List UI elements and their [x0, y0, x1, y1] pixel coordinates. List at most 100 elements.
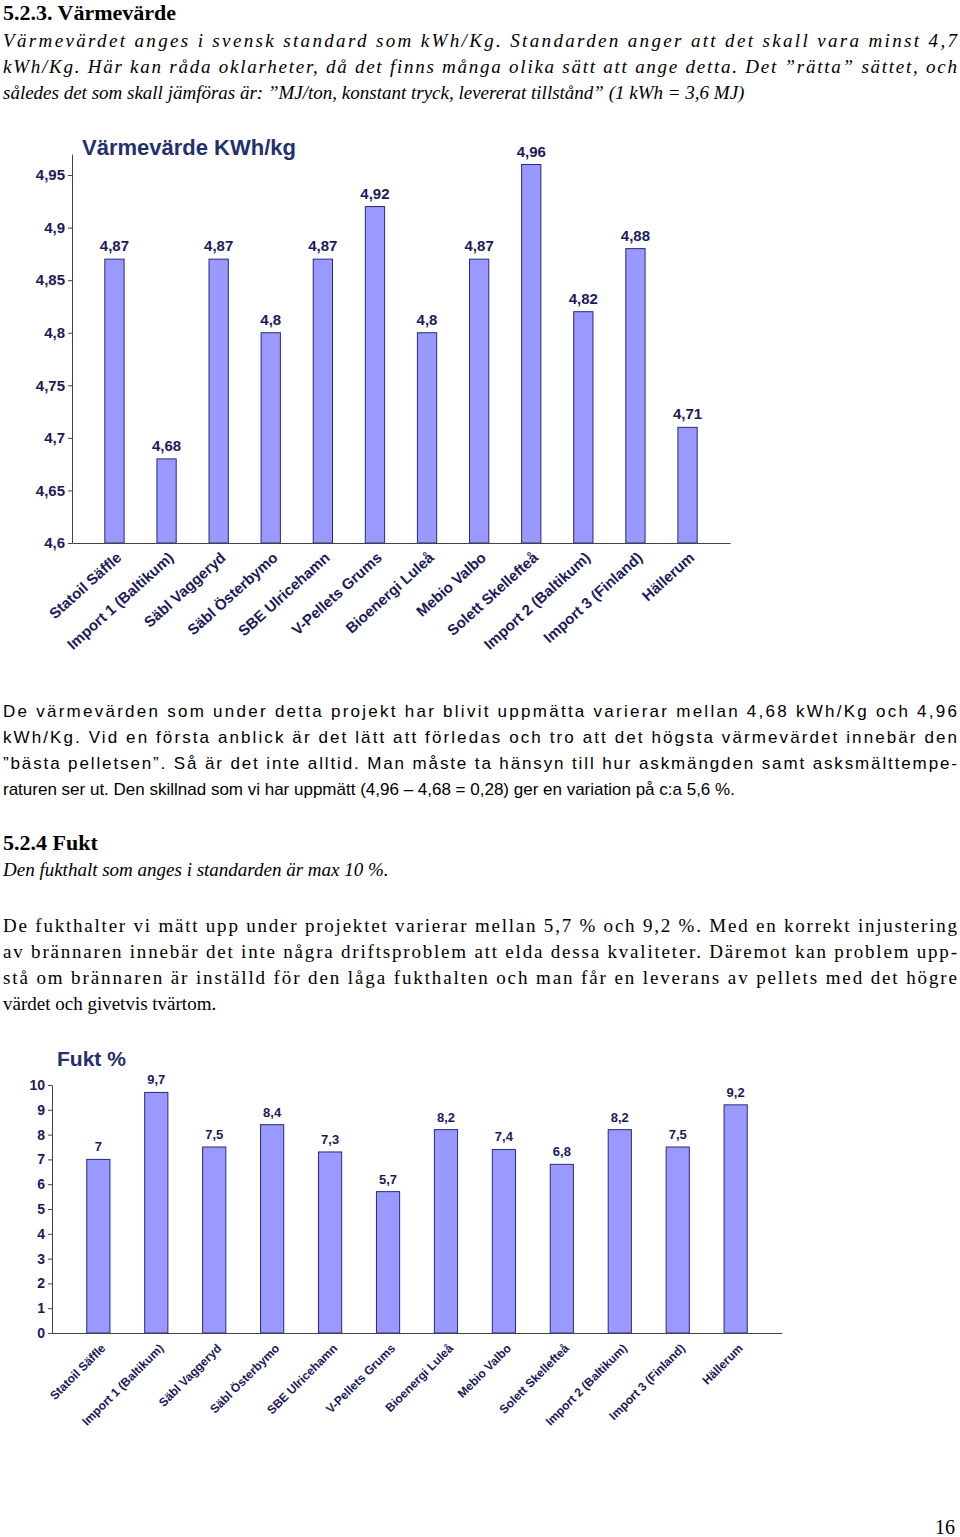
bar — [313, 259, 332, 543]
bar — [574, 312, 593, 543]
tick-mark — [48, 1333, 52, 1334]
tick: 4,9 — [44, 219, 72, 236]
category-label: Bioenergi Luleå — [383, 1341, 457, 1415]
body-line: av brännaren innebär det inte några drif… — [3, 941, 957, 962]
tick: Import 1 (Baltikum) — [79, 1333, 166, 1428]
page-number: 16 — [935, 1516, 955, 1537]
category-label: Import 3 (Finland) — [606, 1341, 688, 1423]
tick-label: 3 — [37, 1251, 45, 1267]
tick: 4,8 — [44, 324, 72, 341]
tick: 4,75 — [36, 377, 72, 394]
category-label: Solett Skellefteå — [444, 548, 542, 639]
data-label: 7,5 — [205, 1127, 223, 1142]
data-label: 4,88 — [621, 227, 650, 244]
tick: 4,6 — [44, 534, 72, 551]
category-label: SBE Ulricehamn — [235, 549, 333, 640]
body-line: stå om brännaren är inställd för den låg… — [3, 967, 957, 988]
tick: 4,65 — [36, 482, 72, 499]
bar — [550, 1164, 573, 1333]
data-label: 4,8 — [260, 311, 281, 328]
data-label: 7,4 — [495, 1129, 514, 1144]
tick: 2 — [37, 1275, 52, 1291]
tick-mark — [48, 1110, 52, 1111]
tick-label: 1 — [37, 1300, 45, 1316]
tick-label: 7 — [37, 1151, 45, 1167]
data-labels: 4,874,684,874,84,874,924,84,874,964,824,… — [100, 143, 702, 454]
bar — [261, 1125, 284, 1333]
data-label: 8,4 — [263, 1105, 282, 1120]
category-label: V-Pellets Grums — [288, 549, 385, 639]
bar — [365, 207, 384, 543]
tick: 3 — [37, 1251, 52, 1267]
tick: 4,85 — [36, 271, 72, 288]
data-label: 4,68 — [152, 437, 181, 454]
tick-label: 4,6 — [44, 534, 65, 551]
body-line: kWh/Kg. Vid en första anblick är det lät… — [3, 728, 957, 747]
tick: V-Pellets Grums — [288, 543, 385, 638]
data-label: 4,96 — [517, 143, 546, 160]
axis-line — [72, 155, 73, 544]
body-line: värdet och givetvis tvärtom. — [3, 993, 216, 1014]
tick: SBE Ulricehamn — [235, 543, 333, 639]
category-label: Hällerum — [700, 1341, 746, 1387]
tick-label: 10 — [29, 1077, 45, 1093]
category-label: Hällerum — [638, 549, 697, 605]
tick: 10 — [29, 1077, 52, 1093]
chart: Värmevärde KWh/kg4,64,654,74,754,84,854,… — [36, 135, 731, 653]
bar — [376, 1192, 399, 1333]
bar — [261, 333, 280, 543]
tick-mark — [68, 228, 72, 229]
data-label: 4,87 — [204, 237, 233, 254]
tick: 7 — [37, 1151, 52, 1167]
data-label: 4,87 — [100, 237, 129, 254]
tick: 6 — [37, 1176, 52, 1192]
tick-mark — [48, 1085, 52, 1086]
tick: Import 3 (Finland) — [606, 1333, 688, 1423]
tick-label: 4 — [37, 1226, 45, 1242]
tick-label: 6 — [37, 1176, 45, 1192]
bar — [145, 1092, 168, 1333]
tick-label: 5 — [37, 1201, 45, 1217]
tick: Solett Skellefteå — [444, 543, 542, 639]
tick-label: 2 — [37, 1275, 45, 1291]
bar — [209, 259, 228, 543]
tick-mark — [68, 438, 72, 439]
tick-mark — [48, 1259, 52, 1260]
bar — [492, 1149, 515, 1333]
tick-label: 4,85 — [36, 271, 65, 288]
tick-mark — [68, 543, 72, 544]
tick: Bioenergi Luleå — [383, 1333, 457, 1415]
tick-mark — [48, 1209, 52, 1210]
tick-label: 4,8 — [44, 324, 65, 341]
tick: Hällerum — [638, 543, 697, 604]
tick-label: 4,95 — [36, 166, 65, 183]
tick: 9 — [37, 1102, 52, 1118]
x-axis: Statoil SäffleImport 1 (Baltikum)Säbl Va… — [47, 1333, 782, 1428]
data-label: 6,8 — [553, 1144, 571, 1159]
tick-label: 9 — [37, 1102, 45, 1118]
tick: 4,95 — [36, 166, 72, 183]
bars — [87, 1092, 747, 1333]
tick-label: 4,75 — [36, 377, 65, 394]
section-heading: 5.2.4 Fukt — [3, 830, 98, 855]
tick: Import 1 (Baltikum) — [64, 543, 177, 653]
bar — [87, 1159, 110, 1333]
tick: Statoil Säffle — [47, 1333, 109, 1403]
body-line: raturen ser ut. Den skillnad som vi har … — [3, 780, 735, 799]
tick: Mebio Valbo — [455, 1333, 514, 1401]
category-label: Import 1 (Baltikum) — [79, 1341, 166, 1428]
y-axis: 012345678910 — [29, 1077, 52, 1341]
bar — [157, 459, 176, 543]
body-line: De värmevärden som under detta projekt h… — [3, 702, 957, 721]
tick: 4,7 — [44, 429, 72, 446]
category-label: Bioenergi Luleå — [342, 548, 437, 636]
tick: 1 — [37, 1300, 52, 1316]
data-labels: 79,77,58,47,35,78,27,46,88,27,59,2 — [95, 1072, 745, 1186]
tick-mark — [48, 1184, 52, 1185]
data-label: 7,5 — [669, 1127, 687, 1142]
axis-line — [53, 1333, 783, 1334]
data-label: 9,7 — [147, 1072, 165, 1087]
tick-mark — [48, 1234, 52, 1235]
body-line: ”bästa pelletsen”. Så är det inte alltid… — [3, 754, 957, 773]
bar — [434, 1130, 457, 1333]
